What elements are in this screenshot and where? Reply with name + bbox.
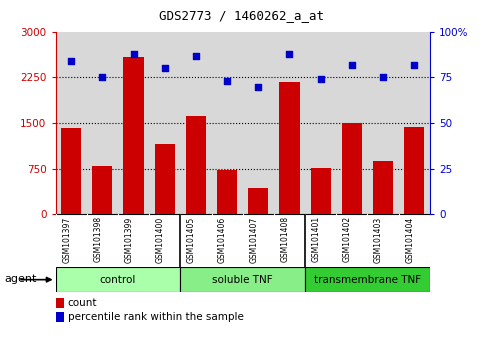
- Text: control: control: [100, 275, 136, 285]
- Point: [317, 76, 325, 82]
- Bar: [404, 127, 425, 214]
- Text: GSM101403: GSM101403: [374, 216, 383, 263]
- Text: GDS2773 / 1460262_a_at: GDS2773 / 1460262_a_at: [159, 9, 324, 22]
- Text: agent: agent: [5, 274, 37, 284]
- Bar: [186, 116, 206, 214]
- Bar: [305, 267, 430, 292]
- Text: GSM101408: GSM101408: [281, 216, 289, 262]
- Text: GSM101401: GSM101401: [312, 216, 321, 262]
- Bar: [248, 188, 269, 214]
- Text: GSM101397: GSM101397: [62, 216, 71, 263]
- Point: [411, 62, 418, 68]
- Text: percentile rank within the sample: percentile rank within the sample: [68, 312, 243, 322]
- Bar: [123, 57, 143, 214]
- Bar: [311, 168, 331, 214]
- Bar: [217, 170, 237, 214]
- Bar: [180, 267, 305, 292]
- Text: GSM101399: GSM101399: [125, 216, 133, 263]
- Bar: [342, 123, 362, 214]
- Bar: [56, 267, 180, 292]
- Text: GSM101402: GSM101402: [343, 216, 352, 262]
- Text: GSM101398: GSM101398: [93, 216, 102, 262]
- Point: [379, 75, 387, 80]
- Text: count: count: [68, 298, 97, 308]
- Point: [129, 51, 137, 57]
- Text: soluble TNF: soluble TNF: [213, 275, 273, 285]
- Text: GSM101400: GSM101400: [156, 216, 165, 263]
- Text: GSM101404: GSM101404: [405, 216, 414, 263]
- Bar: [373, 161, 393, 214]
- Bar: [279, 82, 299, 214]
- Point: [67, 58, 75, 64]
- Point: [99, 75, 106, 80]
- Bar: [61, 128, 81, 214]
- Point: [255, 84, 262, 89]
- Point: [285, 51, 293, 57]
- Bar: [92, 166, 113, 214]
- Point: [192, 53, 200, 58]
- Text: transmembrane TNF: transmembrane TNF: [314, 275, 421, 285]
- Text: GSM101405: GSM101405: [187, 216, 196, 263]
- Point: [161, 65, 169, 71]
- Text: GSM101406: GSM101406: [218, 216, 227, 263]
- Bar: [155, 144, 175, 214]
- Point: [223, 78, 231, 84]
- Text: GSM101407: GSM101407: [249, 216, 258, 263]
- Point: [348, 62, 356, 68]
